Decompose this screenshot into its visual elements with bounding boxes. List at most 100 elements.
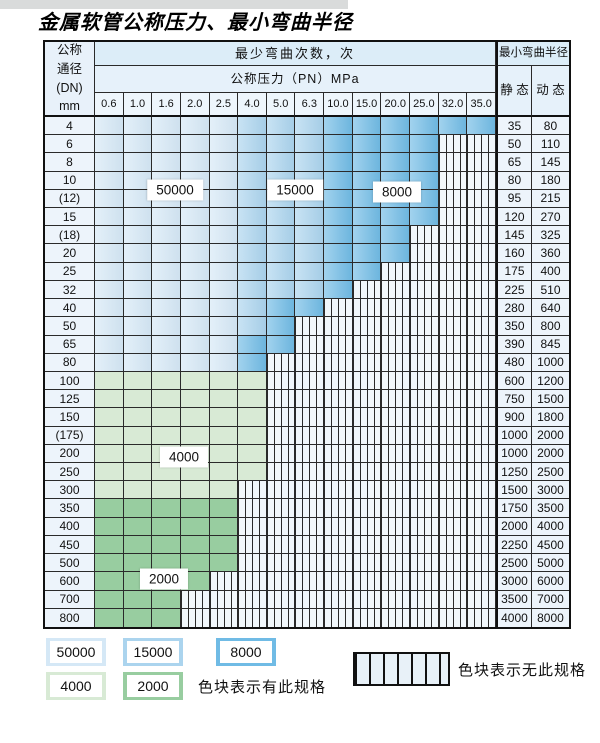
spec-cell (352, 262, 382, 281)
spec-cell (295, 517, 325, 536)
spec-cell (467, 572, 496, 591)
spec-cell (238, 444, 267, 464)
spec-cell (180, 463, 210, 482)
spec-cell (238, 371, 267, 391)
spec-cell (467, 262, 496, 281)
spec-cell (95, 226, 124, 245)
spec-cell (266, 517, 296, 536)
spec-cell (410, 608, 439, 627)
dynamic-cell: 110 (531, 135, 569, 154)
legend-label-15000: 15000 (127, 641, 179, 663)
spec-cell (324, 353, 353, 372)
static-cell: 2000 (495, 517, 532, 536)
dn-cell: 20 (45, 244, 95, 263)
spec-cell (209, 262, 239, 281)
spec-cell (352, 408, 382, 427)
spec-cell (381, 572, 411, 591)
spec-cell (467, 517, 496, 536)
spec-cell (123, 135, 153, 154)
spec-cell (295, 426, 325, 445)
spec-cell (295, 117, 325, 136)
spec-cell (438, 481, 468, 500)
spec-cell (123, 262, 153, 281)
dynamic-cell: 145 (531, 153, 569, 172)
spec-cell (324, 390, 353, 409)
dn-cell: 125 (45, 390, 95, 409)
spec-cell (410, 299, 439, 318)
pressure-col-header: 15.0 (352, 93, 382, 117)
spec-cell (95, 280, 124, 300)
dn-cell: 700 (45, 590, 95, 609)
static-cell: 900 (495, 408, 532, 427)
spec-cell (95, 572, 124, 591)
static-cell: 3500 (495, 590, 532, 609)
spec-cell (123, 353, 153, 372)
spec-cell (209, 208, 239, 227)
dn-cell: 32 (45, 280, 95, 300)
spec-cell (238, 499, 267, 518)
spec-cell (238, 153, 267, 172)
spec-cell (95, 262, 124, 281)
spec-cell (180, 335, 210, 354)
spec-cell (209, 280, 239, 300)
spec-cell (410, 481, 439, 500)
spec-cell (295, 280, 325, 300)
spec-cell (295, 608, 325, 627)
dynamic-cell: 845 (531, 335, 569, 354)
spec-cell (238, 335, 267, 354)
spec-cell (180, 208, 210, 227)
spec-cell (95, 481, 124, 500)
spec-cell (266, 135, 296, 154)
spec-cell (152, 499, 181, 518)
spec-cell (266, 335, 296, 354)
spec-cell (324, 299, 353, 318)
spec-cell (381, 353, 411, 372)
spec-cell (410, 444, 439, 464)
spec-cell (295, 408, 325, 427)
dn-cell: 8 (45, 153, 95, 172)
spec-cell (295, 371, 325, 391)
static-cell: 2500 (495, 554, 532, 573)
spec-cell (410, 408, 439, 427)
spec-cell (95, 189, 124, 209)
static-cell: 65 (495, 153, 532, 172)
spec-cell (180, 535, 210, 555)
spec-cell (123, 117, 153, 136)
spec-cell (381, 481, 411, 500)
dn-cell: 100 (45, 371, 95, 391)
spec-cell (438, 299, 468, 318)
cycles-header: 最少弯曲次数，次 (95, 42, 496, 66)
cycle-label-2000: 2000 (139, 568, 189, 590)
dynamic-cell: 1800 (531, 408, 569, 427)
spec-cell (266, 262, 296, 281)
spec-cell (123, 390, 153, 409)
spec-cell (467, 244, 496, 263)
spec-cell (467, 353, 496, 372)
spec-cell (238, 572, 267, 591)
spec-cell (266, 535, 296, 555)
spec-cell (467, 226, 496, 245)
spec-cell (381, 153, 411, 172)
spec-cell (266, 299, 296, 318)
spec-cell (381, 371, 411, 391)
spec-cell (352, 481, 382, 500)
dynamic-header: 动 态 (531, 66, 569, 117)
spec-cell (238, 517, 267, 536)
spec-cell (266, 317, 296, 336)
spec-cell (95, 408, 124, 427)
spec-cell (209, 153, 239, 172)
spec-cell (95, 153, 124, 172)
spec-cell (238, 135, 267, 154)
spec-cell (95, 463, 124, 482)
spec-cell (123, 208, 153, 227)
spec-cell (209, 117, 239, 136)
spec-cell (209, 390, 239, 409)
spec-cell (467, 371, 496, 391)
spec-cell (352, 353, 382, 372)
dn-cell: 400 (45, 517, 95, 536)
pressure-col-header: 32.0 (438, 93, 468, 117)
spec-cell (467, 153, 496, 172)
spec-cell (266, 444, 296, 464)
spec-cell (266, 208, 296, 227)
spec-cell (295, 299, 325, 318)
